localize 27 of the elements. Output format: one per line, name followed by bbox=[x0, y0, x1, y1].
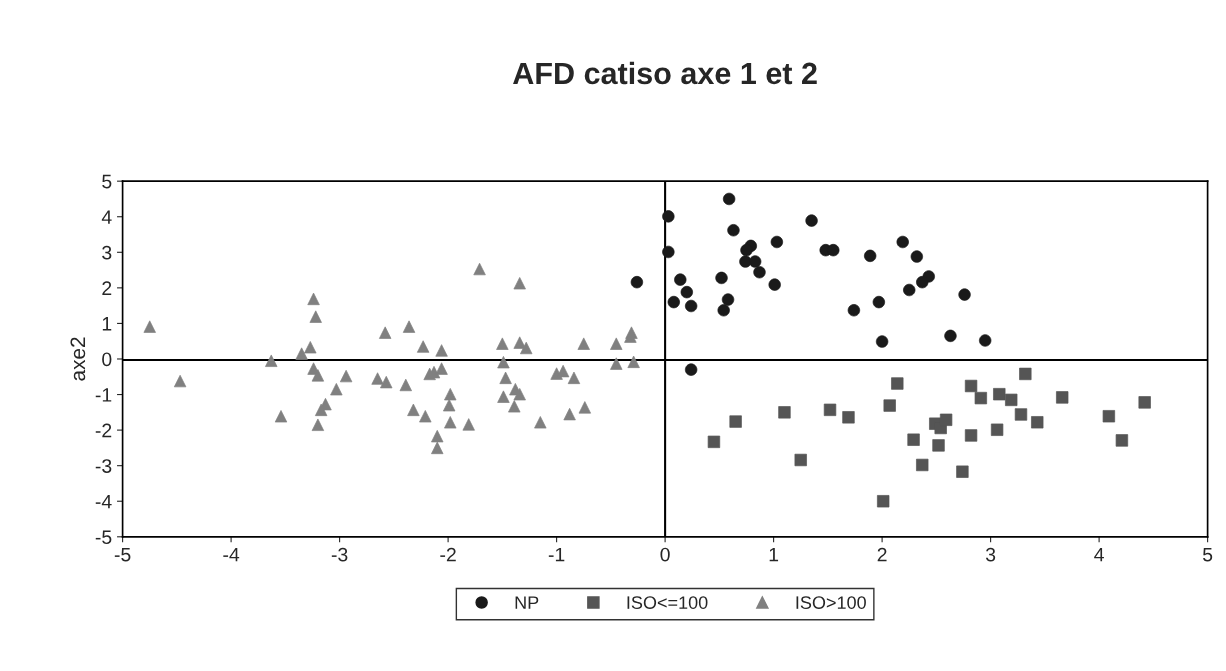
y-tick-label: -5 bbox=[95, 530, 112, 545]
y-tick-label: 3 bbox=[102, 245, 112, 260]
y-tick-label: -1 bbox=[95, 388, 112, 402]
x-tick-label: 3 bbox=[985, 547, 996, 562]
x-tick-label: -1 bbox=[548, 547, 565, 562]
legend-label: ISO>100 bbox=[796, 596, 866, 609]
y-tick-label: -4 bbox=[95, 494, 112, 509]
x-tick-label: 2 bbox=[877, 547, 887, 562]
x-tick-label: 4 bbox=[1094, 547, 1104, 562]
x-tick-label: -4 bbox=[223, 547, 240, 562]
x-tick-label: 5 bbox=[1202, 547, 1213, 562]
y-tick-label: 2 bbox=[102, 281, 112, 295]
chart-title: AFD catiso axe 1 et 2 bbox=[513, 61, 817, 85]
y-tick-label: 5 bbox=[102, 174, 112, 189]
x-tick-label: -5 bbox=[114, 547, 131, 562]
y-tick-label: 4 bbox=[101, 210, 112, 224]
y-tick-label: -2 bbox=[95, 423, 112, 438]
x-tick-label: 0 bbox=[660, 547, 670, 562]
y-tick-label: 1 bbox=[102, 317, 112, 331]
x-tick-label: -2 bbox=[440, 547, 456, 562]
y-axis-title: axe2 bbox=[70, 337, 86, 381]
y-tick-label: -3 bbox=[95, 459, 112, 473]
legend-label: ISO<=100 bbox=[627, 596, 708, 609]
legend-label: NP bbox=[515, 596, 539, 609]
x-tick-label: 1 bbox=[769, 547, 779, 562]
y-tick-label: 0 bbox=[102, 352, 112, 367]
x-tick-label: -3 bbox=[331, 547, 348, 562]
